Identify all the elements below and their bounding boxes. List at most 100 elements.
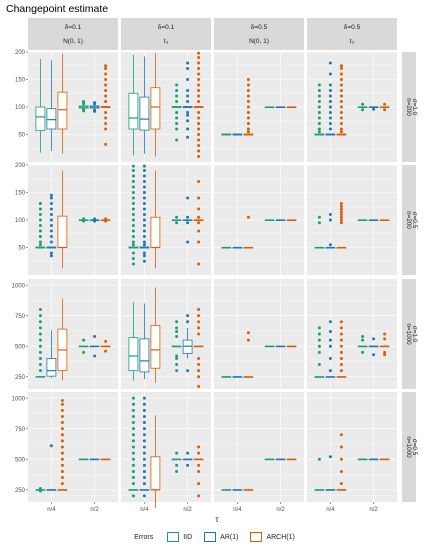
box-1-0-n4-IID-outlier-2 xyxy=(38,235,42,238)
box-2-3-n4-ARCH1-outlier-2 xyxy=(339,356,343,360)
box-2-3-n4-AR1-outlier-5 xyxy=(328,320,332,324)
box-0-2-n4-ARCH1-outlier-0 xyxy=(246,130,250,134)
box-1-1-n4-IID-outlier-14 xyxy=(131,185,135,189)
box-0-3-n2-AR1-outlier-0 xyxy=(372,107,376,111)
box-3-0-n4-ARCH1-outlier-1 xyxy=(60,476,64,480)
box-2-3-n4-IID-outlier-2 xyxy=(317,344,321,348)
xtick-label-2-1: n/2 xyxy=(276,507,285,513)
box-0-0-n2-ARCH1-outlier-0 xyxy=(104,142,108,146)
box-2-1-n2-IID-outlier-6 xyxy=(175,326,179,330)
box-0-3-n4-IID-outlier-2 xyxy=(317,122,321,125)
row-strip-3 xyxy=(402,392,416,502)
legend-label-ar1: AR(1) xyxy=(220,533,239,541)
box-0-1-n2-IID-outlier-2 xyxy=(175,122,179,125)
box-0-3-n4-ARCH1-outlier-9 xyxy=(339,83,343,87)
box-1-3-n4-IID-outlier-0 xyxy=(317,221,321,225)
legend-label-arch1: ARCH(1) xyxy=(266,533,295,541)
chart-title: Changepoint estimate xyxy=(6,3,109,15)
box-2-0-n4-IID-outlier-0 xyxy=(38,369,42,373)
panel-bg-3-2 xyxy=(214,392,304,502)
box-2-1-n2-ARCH1-outlier-8 xyxy=(197,314,201,318)
box-0-3-n4-ARCH1-outlier-4 xyxy=(339,111,343,114)
box-0-3-n4-ARCH1-outlier-8 xyxy=(339,89,343,92)
box-0-3-n4-ARCH1-outlier-3 xyxy=(339,116,343,120)
box-0-1-n2-AR1-outlier-7 xyxy=(186,89,190,92)
box-3-0-n4-AR1-outlier-0 xyxy=(49,444,53,448)
box-0-2-n4-ARCH1-outlier-2 xyxy=(246,122,250,125)
box-0-0-n4-IID-body xyxy=(35,106,46,132)
box-3-0-n4-ARCH1-outlier-12 xyxy=(60,408,64,412)
box-0-1-n2-ARCH1-outlier-9 xyxy=(197,100,201,103)
box-2-2-n4-ARCH1-outlier-1 xyxy=(246,331,250,335)
box-0-1-n2-ARCH1-outlier-5 xyxy=(197,127,201,131)
box-3-1-n2-IID-outlier-0 xyxy=(175,469,179,473)
box-0-3-n4-IID-outlier-0 xyxy=(317,130,321,134)
box-3-1-n4-IID-outlier-7 xyxy=(131,445,135,449)
box-2-3-n4-AR1-outlier-0 xyxy=(328,369,332,373)
box-1-0-n4-IID-outlier-5 xyxy=(38,218,42,222)
box-3-1-n4-AR1-outlier-14 xyxy=(142,402,146,406)
box-1-1-n4-IID-outlier-18 xyxy=(131,164,135,168)
box-0-0-n2-AR1-outlier-3 xyxy=(93,101,97,105)
column-strip-delta-1: δ=0.1 xyxy=(158,24,175,31)
box-0-1-n2-IID-outlier-7 xyxy=(175,89,179,92)
box-0-2-n4-ARCH1-outlier-6 xyxy=(246,100,250,103)
box-1-2-n4-ARCH1-outlier-0 xyxy=(246,215,250,219)
legend-key-ar1 xyxy=(204,532,217,542)
box-2-0-n2-AR1-outlier-1 xyxy=(93,334,97,338)
box-2-1-n2-IID-outlier-5 xyxy=(175,330,179,334)
row-strip-label-3-1: σ=0.5 xyxy=(411,439,418,456)
box-0-1-n4-AR1-body xyxy=(139,96,150,131)
box-0-2-n4-ARCH1-outlier-8 xyxy=(246,89,250,92)
box-1-1-n4-AR1-outlier-13 xyxy=(142,191,146,194)
box-0-3-n2-ARCH1-outlier-1 xyxy=(383,102,387,106)
box-0-1-n2-ARCH1-outlier-18 xyxy=(197,51,201,55)
box-0-3-n2-ARCH1-outlier-0 xyxy=(383,108,387,112)
box-2-3-n4-ARCH1-outlier-1 xyxy=(339,363,343,367)
box-0-0-n2-ARCH1-outlier-3 xyxy=(104,116,108,120)
box-1-3-n4-ARCH1-outlier-5 xyxy=(339,207,343,211)
box-0-2-n4-ARCH1-outlier-4 xyxy=(246,111,250,114)
box-0-0-n2-ARCH1-outlier-8 xyxy=(104,83,108,87)
box-2-0-n4-AR1-body xyxy=(46,358,57,377)
box-2-1-n2-AR1-outlier-2 xyxy=(186,314,190,318)
box-0-1-n4-IID-body xyxy=(128,92,139,130)
box-1-3-n4-ARCH1-outlier-7 xyxy=(339,202,343,205)
box-3-1-n2-ARCH1-outlier-2 xyxy=(197,469,201,473)
box-1-0-n2-AR1-outlier-0 xyxy=(93,219,97,223)
box-0-1-n2-ARCH1-outlier-7 xyxy=(197,116,201,120)
xtick-label-0-0: n/4 xyxy=(47,507,56,513)
ytick-label-1-200: 200 xyxy=(15,163,26,169)
box-3-1-n4-AR1-outlier-8 xyxy=(142,439,146,443)
legend-item-iid: IID xyxy=(167,532,192,542)
box-3-0-n4-ARCH1-outlier-11 xyxy=(60,414,64,418)
box-3-1-n4-IID-outlier-9 xyxy=(131,433,135,437)
box-2-0-n2-IID-outlier-0 xyxy=(82,350,86,354)
box-0-0-n2-ARCH1-outlier-4 xyxy=(104,111,108,114)
box-0-0-n2-ARCH1-outlier-11 xyxy=(104,67,108,70)
ytick-label-3-500: 500 xyxy=(15,457,26,463)
box-2-3-n4-AR1-outlier-1 xyxy=(328,356,332,360)
xtick-label-0-1: n/2 xyxy=(90,507,99,513)
ytick-label-3-1000: 1000 xyxy=(12,396,26,402)
box-0-1-n4-ARCH1-body xyxy=(150,87,161,130)
row-strip-label-0-1: σ=1.0 xyxy=(411,99,418,116)
box-1-3-n4-ARCH1-outlier-6 xyxy=(339,204,343,208)
box-2-1-n2-IID-outlier-4 xyxy=(175,334,179,338)
box-1-1-n4-IID-outlier-15 xyxy=(131,180,135,183)
box-0-3-n4-AR1-outlier-9 xyxy=(328,72,332,76)
box-1-0-n4-IID-outlier-1 xyxy=(38,240,42,244)
box-2-3-n4-IID-outlier-1 xyxy=(317,350,321,354)
box-2-3-n4-IID-outlier-4 xyxy=(317,332,321,336)
box-1-1-n4-IID-outlier-16 xyxy=(131,174,135,178)
box-1-1-n2-ARCH1-outlier-7 xyxy=(197,180,201,183)
box-3-1-n2-IID-outlier-1 xyxy=(175,463,179,467)
box-1-3-n4-ARCH1-outlier-4 xyxy=(339,210,343,214)
box-0-1-n2-ARCH1-outlier-3 xyxy=(197,138,201,142)
box-2-1-n2-IID-outlier-7 xyxy=(175,320,179,324)
box-0-3-n4-ARCH1-outlier-7 xyxy=(339,94,343,98)
box-1-0-n2-ARCH1-outlier-0 xyxy=(104,219,108,223)
box-1-1-n4-IID-outlier-4 xyxy=(131,240,135,244)
column-strip-0 xyxy=(28,18,118,50)
box-3-1-n4-AR1-outlier-7 xyxy=(142,445,146,449)
